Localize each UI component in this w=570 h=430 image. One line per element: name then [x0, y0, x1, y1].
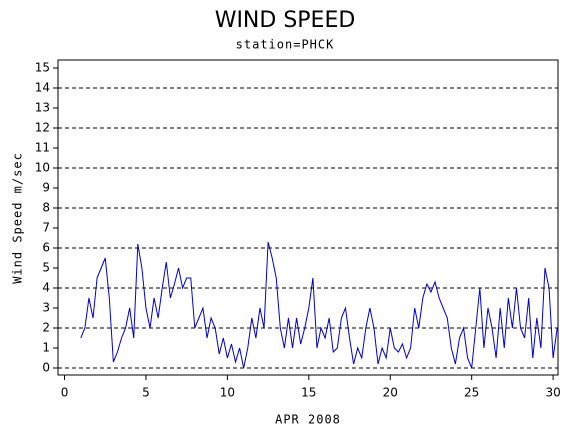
y-tick-label: 12 [35, 121, 50, 135]
chart-subtitle: station=PHCK [236, 38, 335, 52]
x-axis-label: APR 2008 [275, 413, 341, 427]
y-tick-label: 0 [42, 361, 50, 375]
y-tick-label: 5 [42, 261, 50, 275]
y-tick-label: 6 [42, 241, 50, 255]
y-tick-label: 14 [35, 81, 50, 95]
plot-frame [57, 59, 559, 376]
y-tick-label: 7 [42, 221, 50, 235]
x-tick-label: 0 [61, 386, 69, 400]
x-tick-label: 5 [142, 386, 150, 400]
y-tick-label: 15 [35, 61, 50, 75]
y-axis-label: Wind Speed m/sec [11, 152, 25, 284]
y-tick-label: 4 [42, 281, 50, 295]
y-tick-label: 11 [35, 141, 50, 155]
x-tick-label: 15 [301, 386, 316, 400]
x-tick-label: 20 [383, 386, 398, 400]
y-tick-label: 2 [42, 321, 50, 335]
x-tick-label: 30 [545, 386, 560, 400]
y-tick-label: 10 [35, 161, 50, 175]
y-tick-label: 3 [42, 301, 50, 315]
x-tick-label: 10 [220, 386, 235, 400]
data-line [80, 241, 558, 369]
y-tick-label: 13 [35, 101, 50, 115]
y-tick-label: 9 [42, 181, 50, 195]
x-tick-label: 25 [464, 386, 479, 400]
y-tick-label: 8 [42, 201, 50, 215]
chart-title: WIND SPEED [215, 8, 356, 33]
y-tick-label: 1 [42, 341, 50, 355]
